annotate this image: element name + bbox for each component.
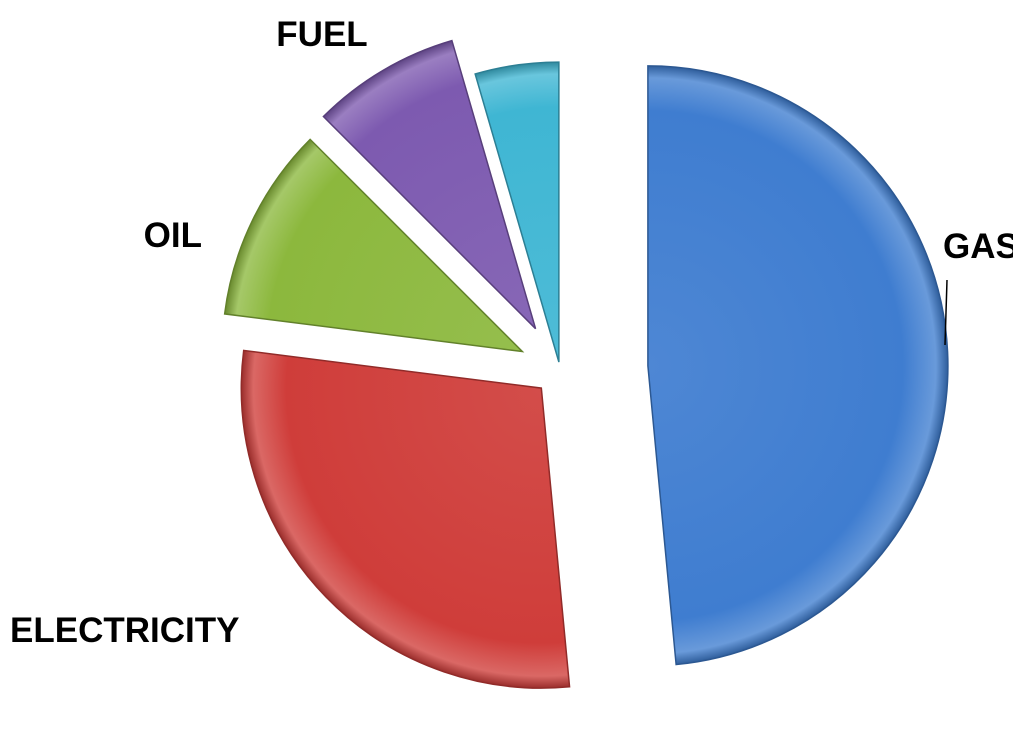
pie-slice-unlabeled (474, 61, 560, 363)
leader-line-gas (944, 279, 948, 346)
slice-label-gas: GAS (943, 227, 1013, 266)
labels-layer: GAS ELECTRICITY OIL FUEL (10, 15, 1013, 650)
pie-slice-electricity (240, 349, 571, 689)
pie-slice-fuel (322, 39, 537, 330)
pie-slice-oil (223, 138, 525, 353)
pie-slice-gas (647, 65, 949, 666)
slice-label-electricity: ELECTRICITY (10, 611, 239, 650)
slices-layer (223, 39, 949, 689)
slice-label-fuel: FUEL (276, 15, 367, 54)
slice-label-oil: OIL (144, 216, 202, 255)
